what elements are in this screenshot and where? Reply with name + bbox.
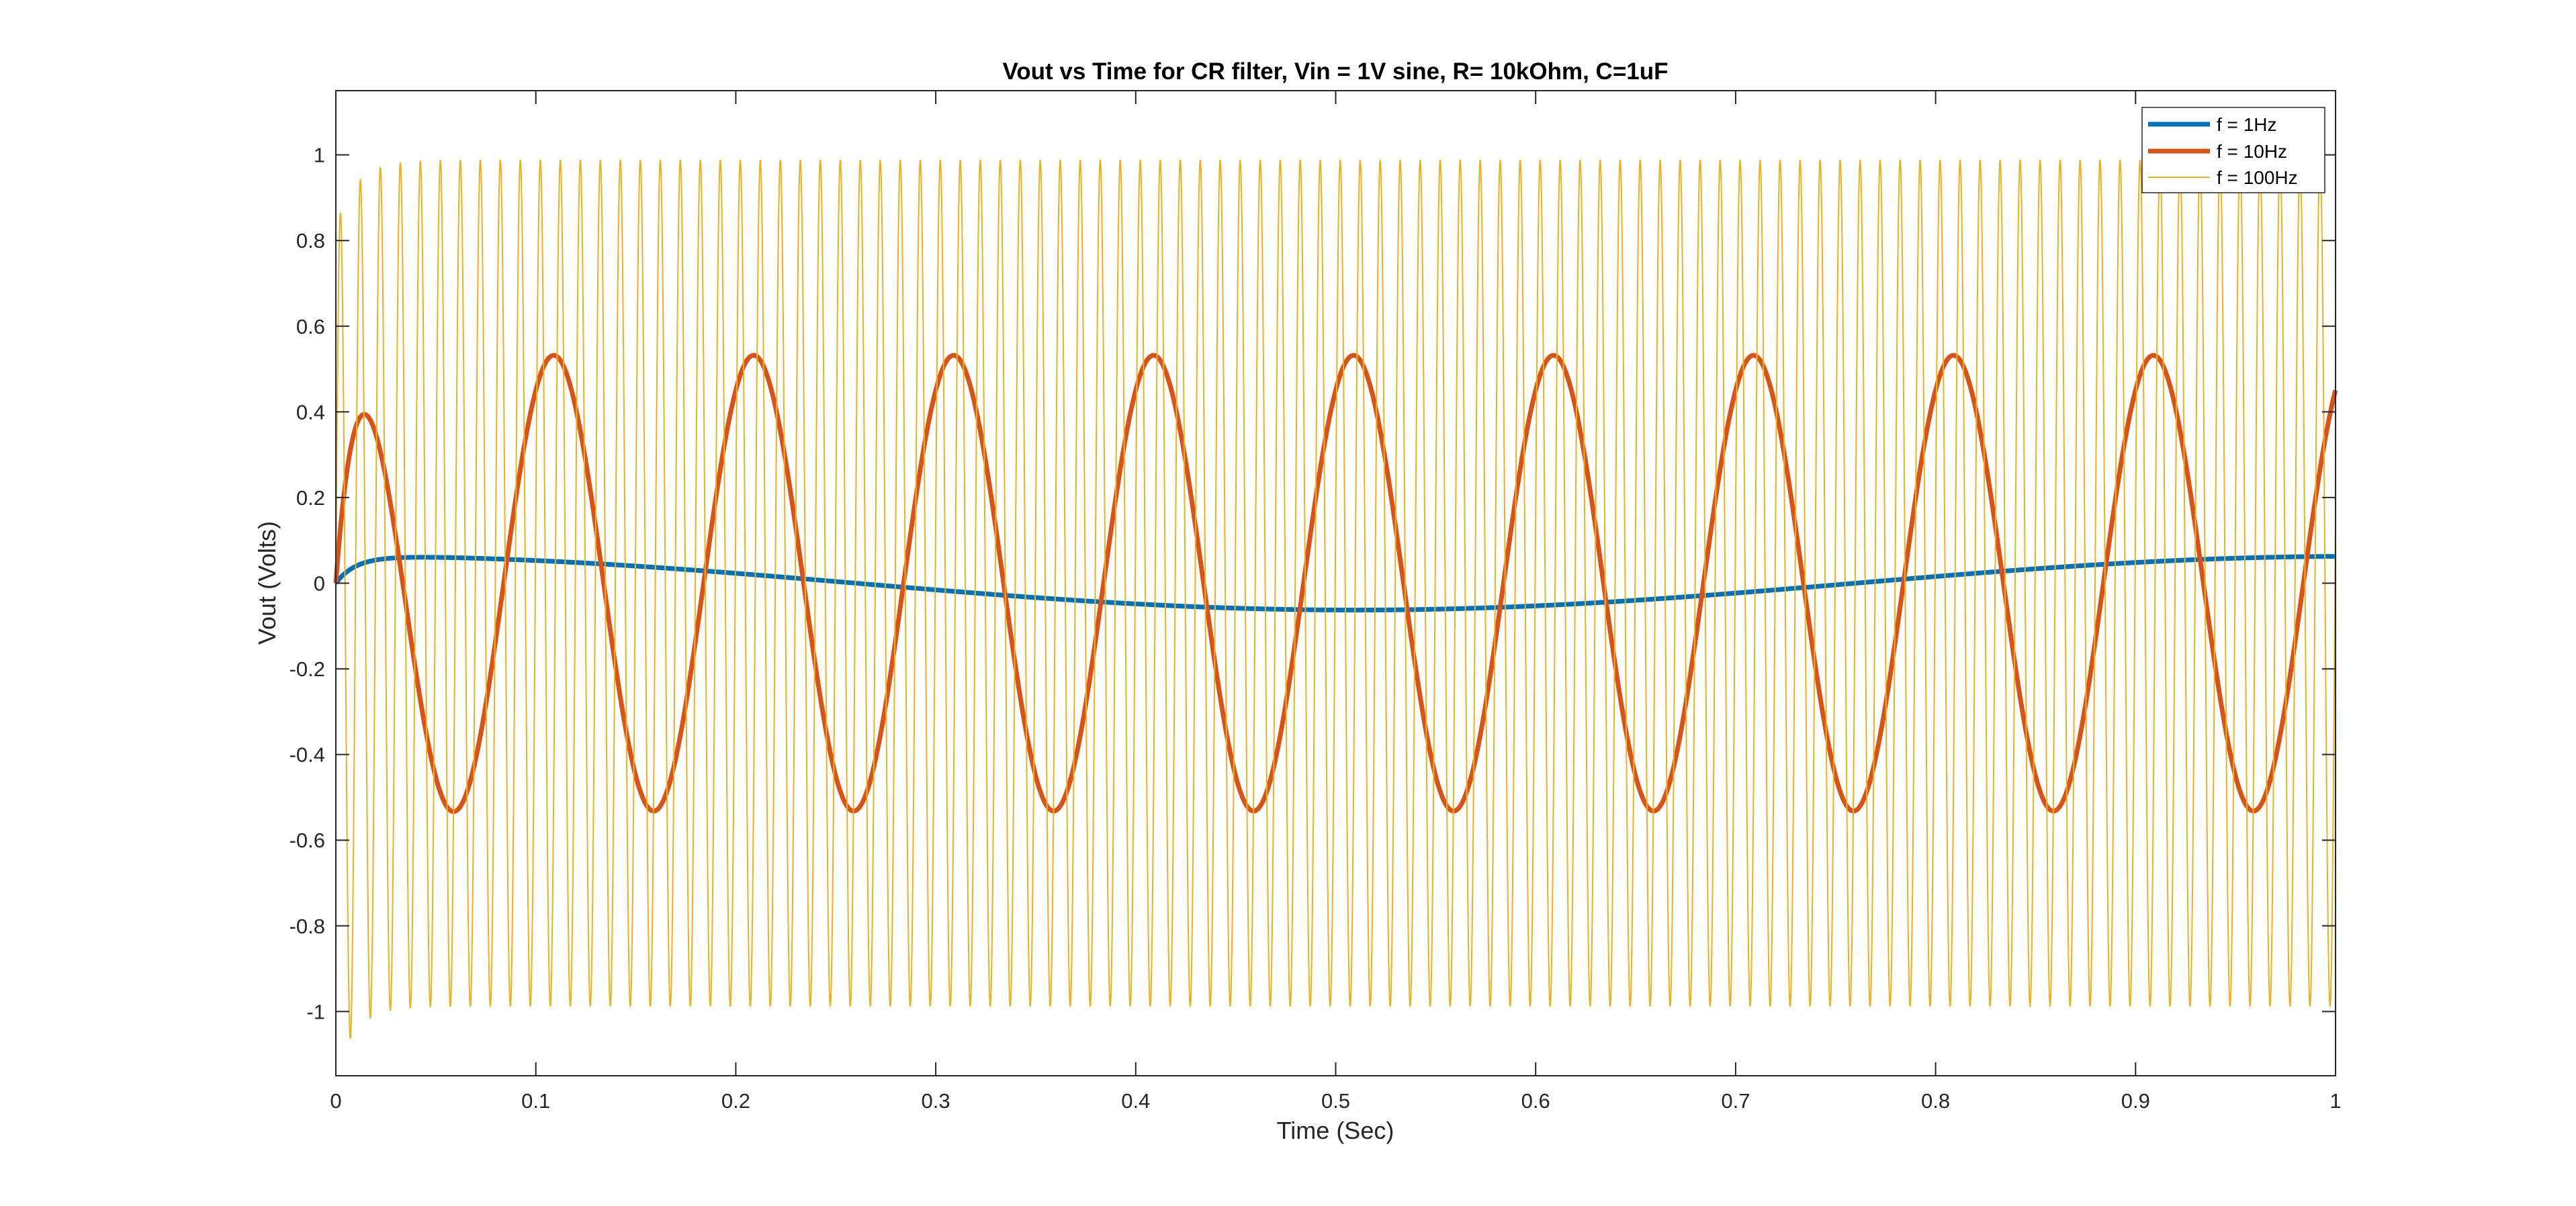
x-tick-label: 0.1 — [521, 1089, 550, 1113]
chart-title: Vout vs Time for CR filter, Vin = 1V sin… — [1002, 58, 1668, 85]
ticks-layer: 0 0.1 0.2 0.3 0.4 0.5 0.6 0.7 0.8 0.9 1 -1 -0.8 -0.6 -… — [290, 91, 2342, 1113]
series-layer — [333, 159, 2338, 1039]
x-tick-label: 0.3 — [922, 1089, 950, 1113]
x-tick-label: 0.8 — [1921, 1089, 1950, 1113]
x-tick-label: 0.5 — [1321, 1089, 1350, 1113]
y-tick-label: 0.2 — [296, 486, 325, 510]
y-tick-label: -1 — [306, 1000, 325, 1023]
x-axis-label: Time (Sec) — [1277, 1117, 1394, 1144]
y-tick-label: 0.4 — [296, 400, 325, 424]
y-tick-label: -0.4 — [290, 743, 325, 767]
x-tick-label: 0.6 — [1521, 1089, 1550, 1113]
x-tick-label: 0.4 — [1121, 1089, 1150, 1113]
axes-box — [335, 90, 2336, 1076]
y-tick-label: 1 — [314, 144, 325, 167]
x-tick-label: 0.2 — [721, 1089, 750, 1113]
legend: f = 1Hz f = 10Hz f = 100Hz — [2141, 107, 2325, 193]
y-tick-label: 0.6 — [296, 315, 325, 338]
x-tick-label: 1 — [2329, 1089, 2341, 1113]
series-line-f-100hz — [335, 159, 2336, 1039]
x-tick-label: 0.9 — [2121, 1089, 2150, 1113]
legend-label-1hz: f = 1Hz — [2217, 114, 2276, 135]
x-tick-label: 0 — [330, 1089, 341, 1113]
y-tick-label: -0.2 — [290, 657, 325, 681]
legend-label-100hz: f = 100Hz — [2217, 167, 2298, 188]
x-tick-label: 0.7 — [1721, 1089, 1750, 1113]
y-axis-label: Vout (Volts) — [253, 521, 281, 645]
y-tick-label: 0 — [314, 572, 325, 596]
legend-label-10hz: f = 10Hz — [2217, 141, 2287, 162]
y-tick-label: -0.8 — [290, 915, 325, 938]
y-tick-label: -0.6 — [290, 829, 325, 852]
y-tick-label: 0.8 — [296, 229, 325, 252]
series-line-f-10hz — [333, 353, 2338, 815]
